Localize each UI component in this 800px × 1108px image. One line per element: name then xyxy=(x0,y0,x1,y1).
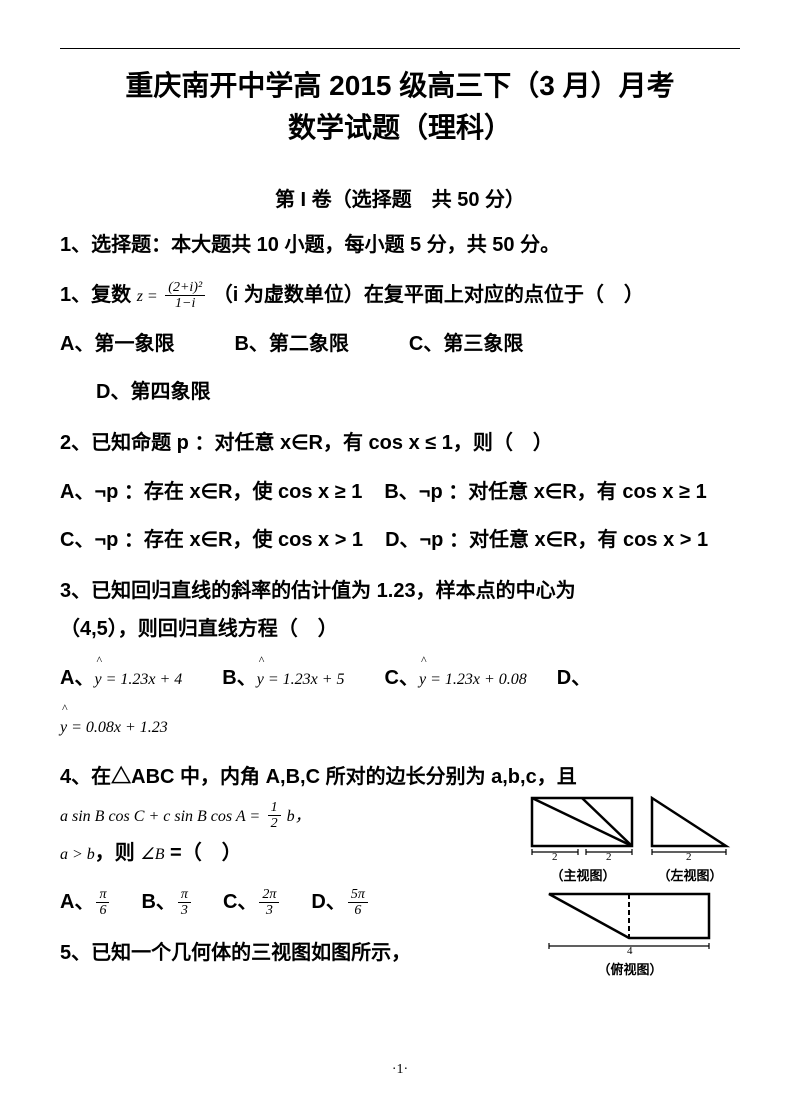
q4-optC: C、2π3 xyxy=(223,882,281,922)
q4-optD: D、5π6 xyxy=(311,882,369,922)
q3-optD: y = 0.08x + 1.23 xyxy=(60,706,168,746)
three-view-diagram: 2 2 （主视图） 2 （左视图） xyxy=(510,794,750,978)
left-view: 2 （左视图） xyxy=(648,794,732,884)
q4-q5-wrap: 4、在△ABC 中，内角 A,B,C 所对的边长分别为 a,b,c，且 a si… xyxy=(60,758,740,972)
q1-optA: A、第一象限 xyxy=(60,324,174,364)
front-view-label: （主视图） xyxy=(528,865,638,884)
q4-stem1: 4、在△ABC 中，内角 A,B,C 所对的边长分别为 a,b,c，且 xyxy=(60,758,740,796)
instruction: 1、选择题：本大题共 10 小题，每小题 5 分，共 50 分。 xyxy=(60,228,740,262)
svg-text:4: 4 xyxy=(627,945,633,954)
svg-text:2: 2 xyxy=(552,851,558,860)
question-2: 2、已知命题 p ：对任意 x∈R，有 cos x ≤ 1，则（ ） xyxy=(60,424,740,462)
q1-frac-num: (2+i)² xyxy=(165,280,205,296)
q2-optB: B、¬p ：对任意 x∈R，有 cos x ≥ 1 xyxy=(384,472,706,512)
q3-stem2: （4,5），则回归直线方程（ ） xyxy=(60,610,740,648)
left-view-label: （左视图） xyxy=(648,865,732,884)
q1-frac-den: 1−i xyxy=(165,296,205,311)
question-3: 3、已知回归直线的斜率的估计值为 1.23，样本点的中心为 （4,5），则回归直… xyxy=(60,572,740,648)
q4-optB: B、π3 xyxy=(141,882,192,922)
q1-lhs: z = xyxy=(137,288,158,305)
q3-stem1: 3、已知回归直线的斜率的估计值为 1.23，样本点的中心为 xyxy=(60,572,740,610)
page-title: 重庆南开中学高 2015 级高三下（3 月）月考 数学试题（理科） xyxy=(60,65,740,149)
q4-optA: A、π6 xyxy=(60,882,111,922)
svg-text:2: 2 xyxy=(686,851,692,860)
q3-optA: A、y = 1.23x + 4 xyxy=(60,658,182,698)
q3-optD-label: D、 xyxy=(557,658,591,698)
top-view: 4 （俯视图） xyxy=(545,890,715,978)
top-rule xyxy=(60,48,740,49)
q4-eq-right: b， xyxy=(283,808,311,825)
q1-optC: C、第三象限 xyxy=(409,324,523,364)
title-line1: 重庆南开中学高 2015 级高三下（3 月）月考 xyxy=(60,65,740,107)
q1-frac: (2+i)² 1−i xyxy=(165,280,205,312)
page-number: ·1· xyxy=(0,1062,800,1078)
q2-optA: A、¬p ：存在 x∈R，使 cos x ≥ 1 xyxy=(60,472,362,512)
section-header: 第 I 卷（选择题 共 50 分） xyxy=(60,183,740,212)
top-view-label: （俯视图） xyxy=(545,959,715,978)
q4-options: A、π6 B、π3 C、2π3 D、5π6 xyxy=(60,882,480,922)
q5-stem: 5、已知一个几何体的三视图如图所示， xyxy=(60,942,411,964)
title-line2: 数学试题（理科） xyxy=(60,107,740,149)
q1-optD: D、第四象限 xyxy=(96,372,210,412)
q4-stem2: a > b，则 ∠B =（ ） xyxy=(60,834,480,872)
q2-optD: D、¬p ：对任意 x∈R，有 cos x > 1 xyxy=(385,520,708,560)
q4-eq-left: a sin B cos C + c sin B cos A = xyxy=(60,808,260,825)
front-view: 2 2 （主视图） xyxy=(528,794,638,884)
q3-optB: B、y = 1.23x + 5 xyxy=(222,658,344,698)
q1-num: 1、 xyxy=(60,284,91,306)
q3-options: A、y = 1.23x + 4 B、y = 1.23x + 5 C、y = 1.… xyxy=(60,658,740,746)
question-1: 1、复数 z = (2+i)² 1−i （i 为虚数单位）在复平面上对应的点位于… xyxy=(60,276,740,314)
q1-prefix: 复数 xyxy=(91,284,131,306)
q1-options: A、第一象限 B、第二象限 C、第三象限 D、第四象限 xyxy=(60,324,740,412)
q2-options: A、¬p ：存在 x∈R，使 cos x ≥ 1 B、¬p ：对任意 x∈R，有… xyxy=(60,472,740,560)
q2-stem: 2、已知命题 p ：对任意 x∈R，有 cos x ≤ 1，则（ ） xyxy=(60,432,553,454)
q3-optC: C、y = 1.23x + 0.08 xyxy=(385,658,527,698)
q1-mid: （i 为虚数单位）在复平面上对应的点位于（ ） xyxy=(213,284,644,306)
q1-optB: B、第二象限 xyxy=(234,324,348,364)
q4-eq-frac: 1 2 xyxy=(268,800,281,832)
svg-text:2: 2 xyxy=(606,851,612,860)
q2-optC: C、¬p ：存在 x∈R，使 cos x > 1 xyxy=(60,520,363,560)
